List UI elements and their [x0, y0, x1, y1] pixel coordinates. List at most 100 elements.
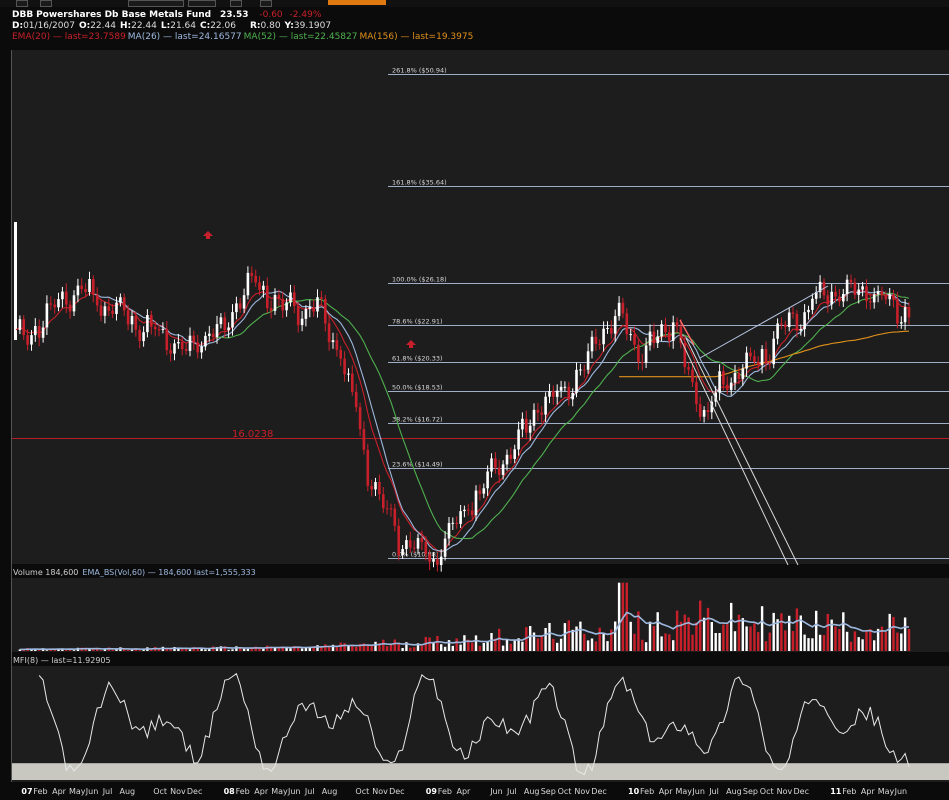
- candle-body: [706, 410, 710, 413]
- candle-body: [861, 286, 864, 290]
- volume-bar: [219, 646, 223, 651]
- volume-bar: [498, 628, 501, 651]
- volume-bar: [494, 638, 497, 651]
- candle-body: [119, 297, 122, 303]
- volume-bar: [540, 636, 543, 651]
- fib-label: 161.8% ($35.64): [392, 179, 447, 187]
- candle-body: [849, 279, 853, 283]
- volume-bar: [389, 645, 393, 651]
- volume-bar: [637, 611, 640, 651]
- candle-body: [733, 373, 737, 383]
- toolbar-active-button[interactable]: [328, 0, 386, 5]
- candle-body: [486, 471, 489, 489]
- candle-body: [544, 396, 547, 415]
- volume-bar: [757, 632, 760, 651]
- volume-bar: [745, 626, 748, 651]
- candle-body: [266, 285, 269, 309]
- candle-body: [726, 384, 729, 390]
- candle-body: [177, 342, 180, 344]
- candle-body: [683, 343, 687, 368]
- x-axis-month-label: Jul: [506, 787, 517, 796]
- toolbar-button[interactable]: [188, 0, 216, 7]
- toolbar-button[interactable]: [16, 0, 28, 7]
- volume-bar: [873, 640, 876, 651]
- volume-bar: [675, 610, 679, 651]
- candle-body: [53, 304, 56, 308]
- toolbar-button[interactable]: [260, 0, 272, 7]
- volume-bar: [312, 646, 315, 651]
- candle-body: [536, 409, 540, 413]
- candle-body: [583, 369, 586, 371]
- candle-body: [869, 301, 872, 303]
- candle-body: [246, 272, 250, 296]
- candle-body: [258, 282, 261, 290]
- candle-body: [467, 509, 470, 511]
- candle-body: [277, 294, 281, 299]
- volume-bar: [184, 647, 188, 651]
- indicator-legend-item: MA(26) — last=24.16577: [127, 32, 242, 42]
- candle-body: [304, 309, 308, 319]
- price-change: -0.60: [259, 10, 283, 20]
- toolbar-dropdown[interactable]: [128, 0, 184, 7]
- volume-bar: [815, 610, 818, 651]
- candle-body: [99, 305, 103, 316]
- volume-bar: [443, 646, 447, 651]
- candle-body: [68, 304, 72, 312]
- candle-body: [451, 522, 455, 524]
- ohlc-value: 39.1907: [293, 21, 332, 31]
- volume-bar: [718, 633, 721, 651]
- chart-header: DBB Powershares Db Base Metals Fund 23.5…: [12, 10, 473, 43]
- volume-bar: [99, 650, 103, 651]
- candle-body: [753, 356, 756, 362]
- ohlc-label: D:: [12, 21, 24, 31]
- candle-body: [293, 292, 296, 306]
- volume-bar: [644, 642, 648, 651]
- x-axis-month-label: Oct: [558, 787, 572, 796]
- trend-line-highlight: [679, 319, 695, 346]
- volume-bar: [355, 646, 358, 651]
- candle-body: [749, 352, 752, 357]
- volume-bar: [378, 643, 381, 651]
- candle-body: [343, 358, 346, 375]
- volume-bar: [536, 638, 540, 651]
- toolbar-button[interactable]: [40, 0, 52, 7]
- x-axis-month-label: Jul: [708, 787, 719, 796]
- volume-bar: [788, 615, 791, 651]
- fib-label: 78.6% ($22.91): [392, 318, 443, 326]
- price-level-label: 16.0238: [232, 429, 273, 440]
- indicator-legend: EMA(20) — last=23.7589 MA(26) — last=24.1…: [12, 32, 473, 43]
- volume-bar: [900, 633, 903, 651]
- volume-bar: [188, 649, 192, 651]
- candle-body: [679, 326, 683, 343]
- volume-bar: [242, 648, 246, 651]
- volume-bar: [818, 634, 822, 651]
- candle-body: [339, 349, 342, 359]
- volume-bar: [285, 647, 288, 651]
- x-axis-month-label: Nov: [777, 787, 793, 796]
- volume-bar: [397, 642, 400, 651]
- candle-body: [637, 344, 640, 363]
- candle-body: [784, 324, 787, 328]
- candle-body: [312, 307, 315, 312]
- candle-body: [324, 298, 327, 324]
- toolbar-button[interactable]: [230, 0, 242, 7]
- fib-label: 23.6% ($14.49): [392, 461, 443, 469]
- volume-bar: [791, 631, 795, 651]
- volume-bar: [714, 633, 717, 651]
- candle-body: [675, 322, 679, 327]
- candle-body: [625, 313, 629, 335]
- x-axis-month-label: Nov: [372, 787, 388, 796]
- candle-body: [501, 464, 505, 475]
- candle-body: [393, 508, 397, 526]
- candle-body: [412, 547, 416, 549]
- candle-body: [648, 331, 652, 346]
- candle-body: [211, 333, 215, 337]
- candle-body: [745, 352, 748, 369]
- volume-bar: [486, 641, 489, 651]
- volume-bar: [370, 645, 373, 651]
- symbol-row: DBB Powershares Db Base Metals Fund 23.5…: [12, 10, 473, 21]
- volume-bar: [594, 641, 598, 651]
- candle-body: [219, 317, 223, 325]
- candle-body: [374, 482, 377, 490]
